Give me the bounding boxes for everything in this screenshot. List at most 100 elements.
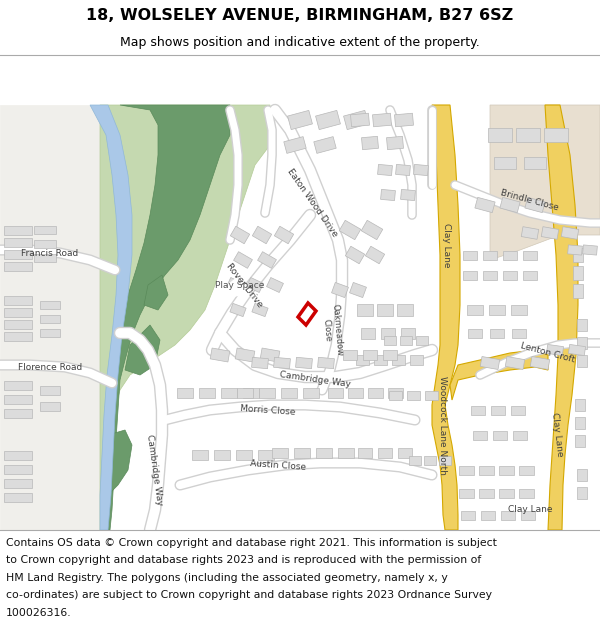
Bar	[380, 189, 395, 201]
Bar	[386, 136, 403, 149]
Bar	[395, 113, 413, 127]
Bar	[499, 466, 514, 474]
Bar	[575, 399, 585, 411]
Bar	[575, 417, 585, 429]
Bar	[575, 435, 585, 447]
Bar	[475, 198, 495, 212]
Bar	[378, 448, 392, 458]
Bar	[358, 448, 372, 458]
Bar	[233, 252, 253, 268]
Bar	[284, 137, 306, 153]
Bar	[573, 284, 583, 298]
Bar	[389, 391, 401, 399]
Bar	[247, 278, 263, 292]
Polygon shape	[228, 277, 246, 297]
Bar	[344, 111, 368, 129]
Bar	[362, 136, 379, 149]
Bar	[513, 431, 527, 439]
Polygon shape	[125, 325, 160, 375]
Bar	[40, 386, 60, 394]
Bar	[343, 350, 357, 360]
Text: to Crown copyright and database rights 2023 and is reproduced with the permissio: to Crown copyright and database rights 2…	[6, 555, 481, 565]
Text: Map shows position and indicative extent of the property.: Map shows position and indicative extent…	[120, 36, 480, 49]
Bar	[524, 157, 546, 169]
Bar	[316, 111, 340, 129]
Text: Eaton Wood Drive: Eaton Wood Drive	[285, 168, 339, 239]
Bar	[491, 406, 505, 414]
Bar	[577, 469, 587, 481]
Text: co-ordinates) are subject to Crown copyright and database rights 2023 Ordnance S: co-ordinates) are subject to Crown copyr…	[6, 591, 492, 601]
Bar	[303, 388, 319, 398]
Bar	[583, 245, 598, 255]
Bar	[253, 226, 272, 244]
Bar	[499, 489, 514, 498]
Bar	[339, 220, 361, 240]
Bar	[493, 431, 507, 439]
Bar	[192, 450, 208, 460]
Bar	[199, 388, 215, 398]
Bar	[525, 198, 545, 212]
Text: 18, WOLSELEY AVENUE, BIRMINGHAM, B27 6SZ: 18, WOLSELEY AVENUE, BIRMINGHAM, B27 6SZ	[86, 8, 514, 23]
Bar	[177, 388, 193, 398]
Bar	[483, 271, 497, 279]
Bar	[272, 448, 288, 458]
Bar	[40, 301, 60, 309]
Bar	[40, 315, 60, 323]
Bar	[260, 348, 280, 362]
Bar	[4, 261, 32, 271]
Text: Oakmeadow
Close: Oakmeadow Close	[320, 303, 344, 357]
Bar	[34, 240, 56, 248]
Bar	[409, 355, 422, 365]
Bar	[4, 479, 32, 488]
Text: Francis Road: Francis Road	[22, 249, 79, 258]
Bar	[479, 489, 493, 498]
Bar	[388, 388, 403, 398]
Bar	[236, 450, 252, 460]
Bar	[350, 282, 367, 298]
Bar	[259, 388, 275, 398]
Polygon shape	[490, 105, 600, 260]
Bar	[294, 448, 310, 458]
Bar	[577, 487, 587, 499]
Bar	[577, 355, 587, 367]
Bar	[227, 278, 244, 292]
Bar	[521, 227, 539, 239]
Bar	[547, 344, 563, 356]
Text: Clay Lane: Clay Lane	[443, 222, 452, 268]
Polygon shape	[0, 105, 100, 530]
Bar	[409, 456, 421, 464]
Bar	[511, 406, 525, 414]
Bar	[577, 337, 587, 349]
Text: Florence Road: Florence Road	[18, 362, 82, 371]
Bar	[365, 246, 385, 264]
Bar	[463, 271, 477, 279]
Bar	[4, 331, 32, 341]
Text: Clay Lane: Clay Lane	[508, 506, 552, 514]
Bar	[4, 381, 32, 389]
Bar	[251, 357, 268, 369]
Bar	[316, 448, 332, 458]
Bar	[230, 226, 250, 244]
Bar	[501, 511, 515, 519]
Bar	[317, 357, 334, 369]
Bar	[458, 489, 473, 498]
Text: Brindle Close: Brindle Close	[500, 188, 560, 212]
Bar	[468, 329, 482, 338]
Bar	[4, 308, 32, 316]
Bar	[210, 348, 230, 362]
Bar	[355, 355, 368, 365]
Bar	[407, 391, 419, 399]
Bar	[568, 245, 583, 255]
Bar	[523, 251, 537, 259]
Bar	[503, 271, 517, 279]
Bar	[521, 511, 535, 519]
Bar	[458, 466, 473, 474]
Bar	[214, 450, 230, 460]
Bar	[461, 511, 475, 519]
Bar	[274, 357, 290, 369]
Bar	[235, 348, 255, 362]
Bar	[377, 304, 393, 316]
Bar	[503, 251, 517, 259]
Text: Lenton Croft: Lenton Croft	[520, 341, 576, 364]
Bar	[425, 391, 437, 399]
